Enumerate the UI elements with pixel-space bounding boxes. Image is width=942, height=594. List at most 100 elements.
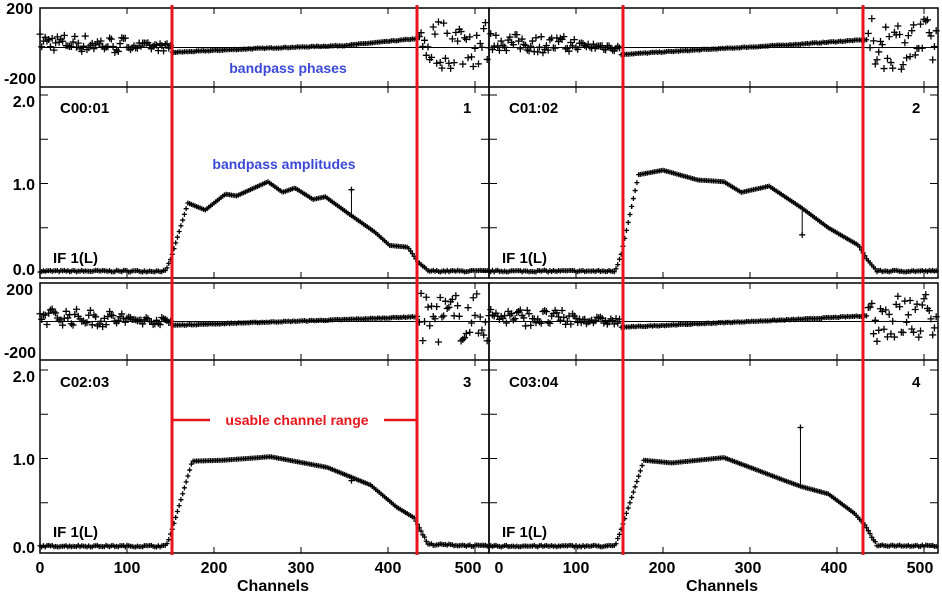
phase-point [896,303,904,311]
phase-point [502,46,510,54]
phase-point [894,292,902,300]
phase-point [464,54,472,62]
phase-point [74,39,82,47]
phase-point [929,56,937,64]
phase-point [436,293,444,301]
phase-point [46,43,54,51]
amp-point [181,211,187,217]
phase-point [461,334,469,342]
phase-point [107,35,115,43]
phase-point [908,27,916,35]
amp-point [869,534,875,540]
phase-point [43,320,51,328]
x-tick-right-500: 500 [907,560,934,577]
phase-point [918,44,926,52]
phase-point [901,39,909,47]
phase-point [121,318,129,326]
phase-point [903,318,911,326]
phase-point [870,37,878,45]
baseline-label-3: C02:03 [60,374,109,391]
amp-point [625,219,631,225]
phase-point [59,37,67,45]
x-axis-label-left: Channels [237,578,309,594]
phase-point [69,321,77,329]
phase-point [878,41,886,49]
phase-point [871,316,879,324]
phase-point [97,37,105,45]
phase-point [930,43,938,51]
phase-point [78,47,86,55]
phase-point [106,308,114,316]
phase-point [469,294,477,302]
phase-point [448,35,456,43]
phase-point [474,329,482,337]
phase-point [894,22,902,30]
phase-point [880,65,888,73]
phase-point [92,313,100,321]
phase-point [899,61,907,69]
phase-point [422,293,430,301]
if-label-1: IF 1(L) [53,250,98,267]
phase-point [455,312,463,320]
phase-point [542,308,550,316]
phase-point [52,309,60,317]
phase-point [422,51,430,59]
phase-point [93,322,101,330]
amp-point [164,265,170,271]
amp-point [164,541,170,547]
annotation-usable-channel-range: usable channel range [225,412,368,428]
x-axis-label-right: Channels [686,578,758,594]
amp-spike-marker [348,186,355,193]
phase-point [424,303,432,311]
phase-point [466,328,474,336]
phase-point [897,65,905,73]
phase-point [443,305,451,313]
amp-point [623,510,629,516]
panel-frame [488,282,939,554]
amp-point [187,467,193,473]
phase-tick-bottom-1: -200 [4,71,36,88]
phase-point [529,37,536,45]
phase-point [447,64,455,72]
phase-point [920,295,928,303]
baseline-label-2: C01:02 [509,100,558,117]
panel-number-1: 1 [463,100,471,117]
phase-point [440,19,448,27]
data-marks [36,15,940,550]
phase-point [506,33,514,41]
phase-point [864,29,872,37]
phase-point [523,306,531,314]
phase-point [478,326,486,334]
phase-point [452,292,460,300]
amp-point [174,234,180,240]
phase-point [116,40,124,48]
phase-point [906,297,914,305]
phase-point [471,311,479,319]
amp-point [629,494,635,500]
amp-point [423,538,429,544]
amp-point [406,246,412,252]
phase-point [537,33,545,41]
phase-point [480,25,488,33]
amp-point [617,531,622,537]
phase-point [527,42,535,50]
phase-point [904,311,912,319]
x-tick-left-200: 200 [201,560,228,577]
amp-point [613,266,619,272]
phase-point [596,313,604,321]
phase-point [48,34,56,42]
amp-point [627,500,633,506]
amp-point [176,503,182,509]
phase-point [922,291,930,299]
phase-point [929,331,937,339]
phase-point [440,312,448,320]
phase-point [520,40,528,48]
phase-point [903,54,911,62]
phase-point [448,295,456,303]
phase-point [551,44,559,52]
amp-point [185,473,191,479]
phase-point [426,322,434,330]
phase-point [904,32,912,40]
phase-point [69,38,77,46]
amp-point [173,514,179,520]
